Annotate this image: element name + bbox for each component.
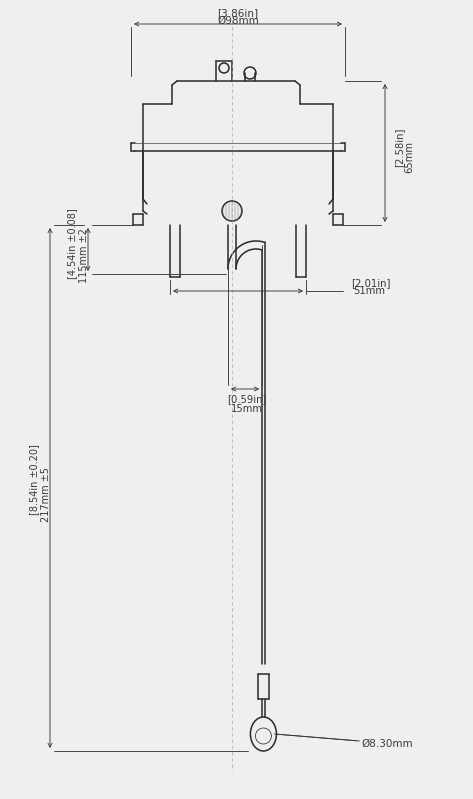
Text: 115mm ±2: 115mm ±2	[79, 228, 89, 283]
Text: [2.01in]: [2.01in]	[351, 278, 391, 288]
Text: [0.59in]: [0.59in]	[228, 394, 267, 404]
Text: 15mm: 15mm	[231, 404, 263, 414]
Text: Ø8.30mm: Ø8.30mm	[361, 739, 413, 749]
Text: [2.58in]: [2.58in]	[394, 127, 404, 167]
Text: Ø98mm: Ø98mm	[217, 16, 259, 26]
Text: 217mm ±5: 217mm ±5	[41, 467, 51, 522]
Text: 51mm: 51mm	[353, 286, 385, 296]
Text: [8.54in ±0.20]: [8.54in ±0.20]	[29, 444, 39, 515]
Text: [4.54in ±0.08]: [4.54in ±0.08]	[67, 208, 77, 279]
Text: [3.86in]: [3.86in]	[218, 8, 259, 18]
Text: 65mm: 65mm	[404, 141, 414, 173]
